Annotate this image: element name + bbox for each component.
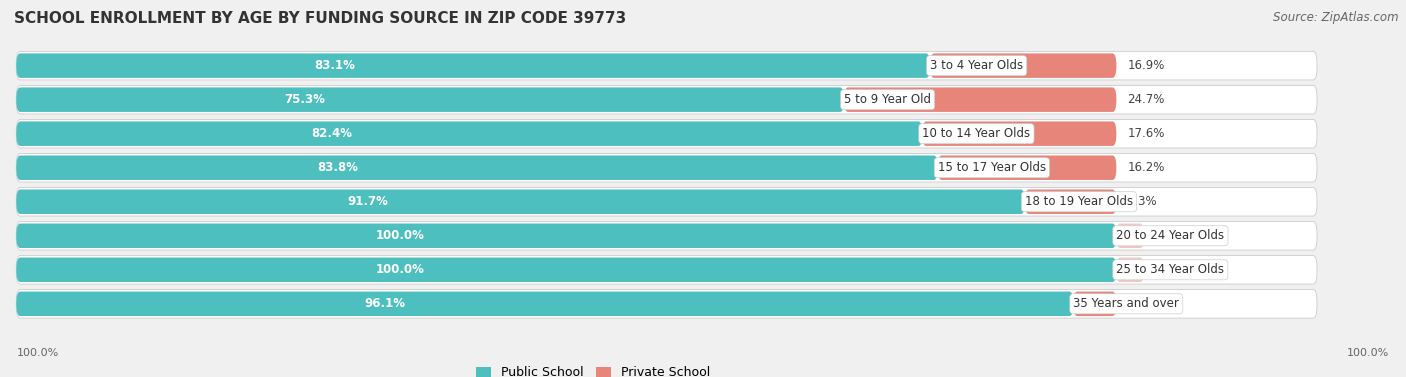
Text: 100.0%: 100.0% (375, 229, 425, 242)
Text: Source: ZipAtlas.com: Source: ZipAtlas.com (1274, 11, 1399, 24)
FancyBboxPatch shape (17, 121, 922, 146)
Text: 100.0%: 100.0% (17, 348, 59, 358)
Text: 3.9%: 3.9% (1128, 297, 1157, 310)
Text: 15 to 17 Year Olds: 15 to 17 Year Olds (938, 161, 1046, 174)
FancyBboxPatch shape (938, 155, 1116, 180)
Text: 100.0%: 100.0% (375, 263, 425, 276)
Text: 17.6%: 17.6% (1128, 127, 1164, 140)
FancyBboxPatch shape (1116, 224, 1144, 248)
Text: 83.1%: 83.1% (314, 59, 356, 72)
FancyBboxPatch shape (1025, 190, 1116, 214)
FancyBboxPatch shape (17, 291, 1073, 316)
Text: 16.2%: 16.2% (1128, 161, 1164, 174)
Text: 5 to 9 Year Old: 5 to 9 Year Old (844, 93, 931, 106)
FancyBboxPatch shape (17, 120, 1317, 148)
Text: 3 to 4 Year Olds: 3 to 4 Year Olds (931, 59, 1024, 72)
FancyBboxPatch shape (844, 87, 1116, 112)
FancyBboxPatch shape (17, 257, 1116, 282)
Legend: Public School, Private School: Public School, Private School (475, 366, 710, 377)
FancyBboxPatch shape (1116, 257, 1144, 282)
Text: SCHOOL ENROLLMENT BY AGE BY FUNDING SOURCE IN ZIP CODE 39773: SCHOOL ENROLLMENT BY AGE BY FUNDING SOUR… (14, 11, 626, 26)
Text: 8.3%: 8.3% (1128, 195, 1157, 208)
Text: 75.3%: 75.3% (284, 93, 325, 106)
Text: 25 to 34 Year Olds: 25 to 34 Year Olds (1116, 263, 1225, 276)
Text: 18 to 19 Year Olds: 18 to 19 Year Olds (1025, 195, 1133, 208)
FancyBboxPatch shape (17, 190, 1025, 214)
Text: 10 to 14 Year Olds: 10 to 14 Year Olds (922, 127, 1031, 140)
Text: 35 Years and over: 35 Years and over (1073, 297, 1180, 310)
Text: 0.0%: 0.0% (1154, 229, 1185, 242)
FancyBboxPatch shape (17, 256, 1317, 284)
Text: 82.4%: 82.4% (312, 127, 353, 140)
FancyBboxPatch shape (17, 155, 938, 180)
FancyBboxPatch shape (17, 187, 1317, 216)
FancyBboxPatch shape (17, 54, 931, 78)
FancyBboxPatch shape (17, 87, 844, 112)
Text: 20 to 24 Year Olds: 20 to 24 Year Olds (1116, 229, 1225, 242)
Text: 96.1%: 96.1% (364, 297, 405, 310)
FancyBboxPatch shape (17, 153, 1317, 182)
FancyBboxPatch shape (922, 121, 1116, 146)
Text: 91.7%: 91.7% (347, 195, 388, 208)
Text: 0.0%: 0.0% (1154, 263, 1185, 276)
FancyBboxPatch shape (17, 221, 1317, 250)
FancyBboxPatch shape (17, 51, 1317, 80)
FancyBboxPatch shape (17, 290, 1317, 318)
Text: 24.7%: 24.7% (1128, 93, 1164, 106)
FancyBboxPatch shape (17, 85, 1317, 114)
FancyBboxPatch shape (1073, 291, 1116, 316)
Text: 83.8%: 83.8% (316, 161, 359, 174)
FancyBboxPatch shape (17, 224, 1116, 248)
Text: 16.9%: 16.9% (1128, 59, 1164, 72)
FancyBboxPatch shape (931, 54, 1116, 78)
Text: 100.0%: 100.0% (1347, 348, 1389, 358)
